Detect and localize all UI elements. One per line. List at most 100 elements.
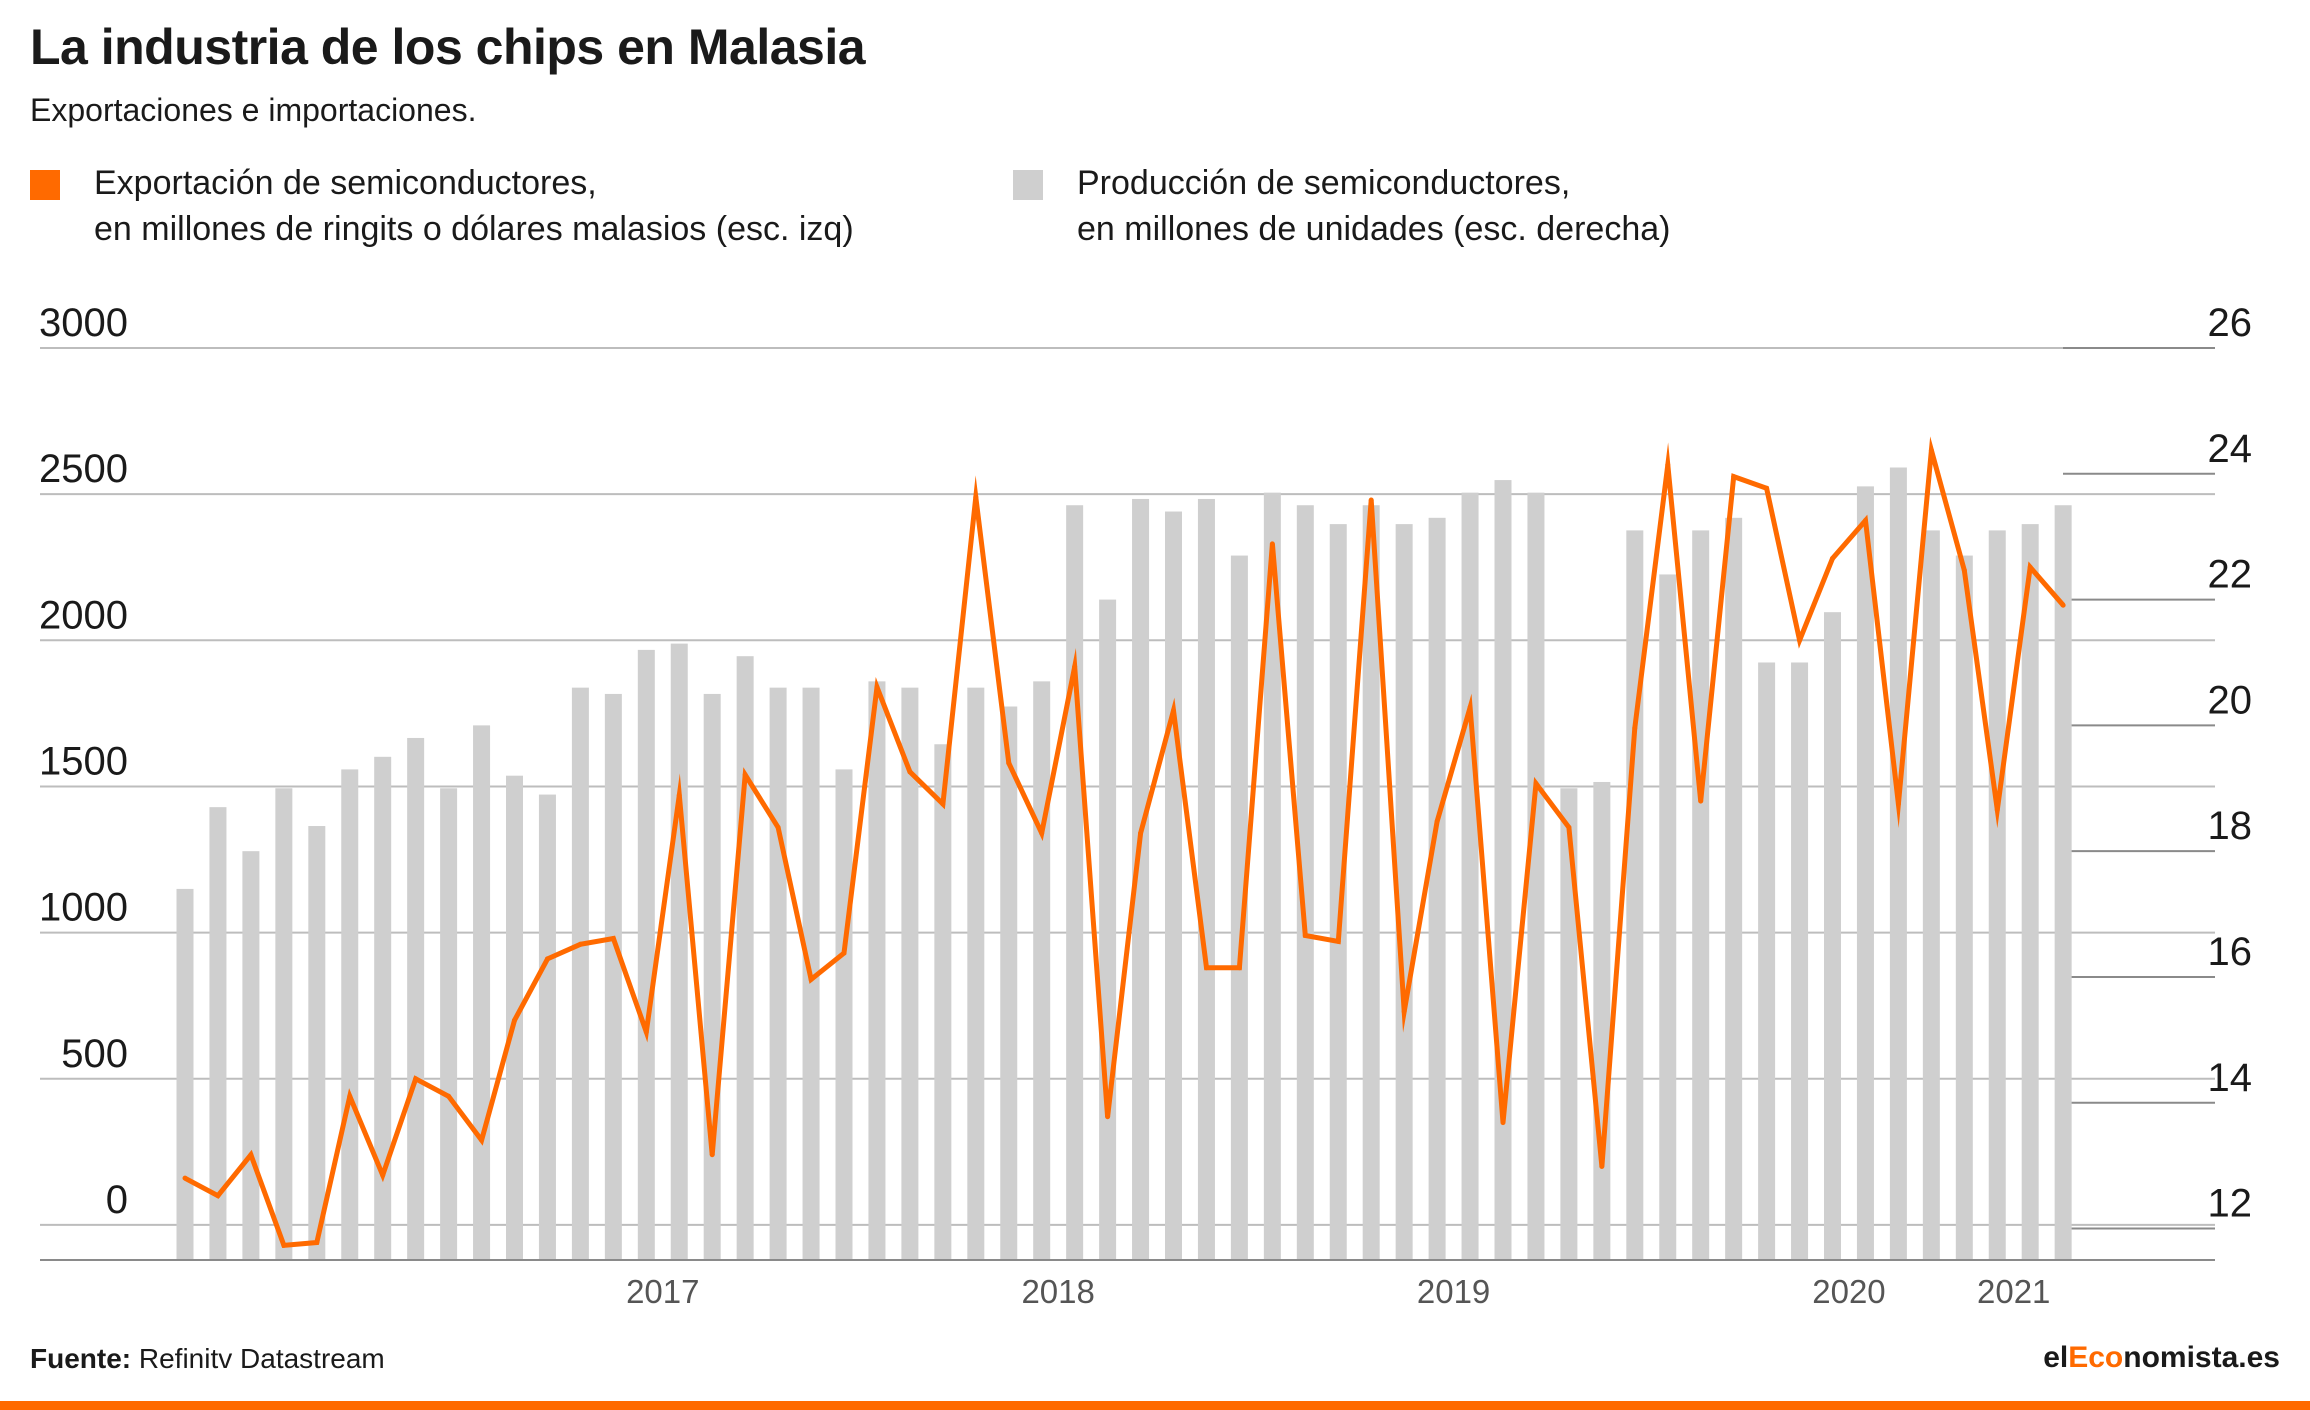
point-exports — [776, 825, 781, 830]
bar-production — [275, 788, 292, 1260]
bar-production — [1824, 612, 1841, 1260]
bar-production — [374, 757, 391, 1260]
right-tick-label: 14 — [2208, 1056, 2253, 1100]
point-exports — [743, 772, 748, 777]
point-exports — [907, 769, 912, 774]
bar-production — [407, 738, 424, 1260]
right-tick-label: 24 — [2208, 427, 2253, 471]
bar-production — [1956, 556, 1973, 1260]
bar-production — [1429, 518, 1446, 1260]
bar-production — [1758, 662, 1775, 1260]
point-exports — [611, 936, 616, 941]
bar-production — [1890, 468, 1907, 1260]
point-exports — [2061, 603, 2066, 608]
point-exports — [1962, 568, 1967, 573]
bar-production — [1659, 574, 1676, 1260]
point-exports — [1336, 939, 1341, 944]
bar-production — [671, 644, 688, 1260]
point-exports — [874, 685, 879, 690]
right-tick-label: 18 — [2208, 804, 2253, 848]
point-exports — [1270, 541, 1275, 546]
bar-production — [1527, 493, 1544, 1260]
bar-production — [1692, 530, 1709, 1260]
bar-production — [473, 725, 490, 1260]
bar-production — [934, 744, 951, 1260]
point-exports — [1566, 825, 1571, 830]
left-tick-label: 2500 — [39, 447, 128, 491]
point-exports — [1237, 965, 1242, 970]
bar-production — [1495, 480, 1512, 1260]
point-exports — [1797, 638, 1802, 643]
left-tick-label: 500 — [61, 1032, 128, 1076]
point-exports — [347, 1094, 352, 1099]
right-tick-label: 20 — [2208, 678, 2253, 722]
point-exports — [940, 802, 945, 807]
right-tick-label: 12 — [2208, 1182, 2253, 1226]
point-exports — [1929, 448, 1934, 453]
right-tick-label: 16 — [2208, 930, 2253, 974]
bar-production — [242, 851, 259, 1260]
bar-production — [572, 688, 589, 1260]
bar-production — [440, 788, 457, 1260]
left-tick-label: 2000 — [39, 593, 128, 637]
bar-production — [836, 769, 853, 1260]
bar-production — [1560, 788, 1577, 1260]
point-exports — [1435, 819, 1440, 824]
point-exports — [314, 1240, 319, 1245]
point-exports — [1039, 831, 1044, 836]
bar-production — [704, 694, 721, 1260]
right-tick-label: 26 — [2208, 301, 2253, 345]
bar-production — [2022, 524, 2039, 1260]
bar-production — [1923, 530, 1940, 1260]
point-exports — [677, 793, 682, 798]
bar-production — [539, 795, 556, 1260]
point-exports — [1632, 726, 1637, 731]
bar-production — [638, 650, 655, 1260]
source-note: Fuente: Refinitv Datastream — [30, 1343, 385, 1375]
point-exports — [512, 1018, 517, 1023]
left-tick-label: 3000 — [39, 301, 128, 345]
point-exports — [479, 1138, 484, 1143]
point-exports — [1303, 933, 1308, 938]
bar-production — [1198, 499, 1215, 1260]
point-exports — [1006, 761, 1011, 766]
bar-production — [868, 681, 885, 1260]
bar-production — [770, 688, 787, 1260]
point-exports — [1698, 799, 1703, 804]
point-exports — [1369, 498, 1374, 503]
bar-production — [1165, 512, 1182, 1260]
point-exports — [1665, 462, 1670, 467]
point-exports — [1105, 1114, 1110, 1119]
point-exports — [1171, 708, 1176, 713]
point-exports — [1138, 831, 1143, 836]
point-exports — [1863, 518, 1868, 523]
left-tick-label: 1500 — [39, 739, 128, 783]
point-exports — [973, 495, 978, 500]
brand-logo: elEconomista.es — [2043, 1341, 2280, 1375]
bar-production — [1593, 782, 1610, 1260]
bar-production — [308, 826, 325, 1260]
line-exports — [185, 450, 2063, 1245]
bar-production — [1791, 662, 1808, 1260]
point-exports — [1830, 556, 1835, 561]
point-exports — [710, 1152, 715, 1157]
point-exports — [842, 951, 847, 956]
point-exports — [248, 1152, 253, 1157]
point-exports — [545, 956, 550, 961]
bar-production — [1857, 486, 1874, 1260]
point-exports — [1072, 664, 1077, 669]
x-tick-label: 2020 — [1812, 1273, 1885, 1310]
bar-production — [1989, 530, 2006, 1260]
bar-production — [1033, 681, 1050, 1260]
bottom-accent-bar — [0, 1401, 2310, 1410]
x-tick-label: 2021 — [1977, 1273, 2050, 1310]
bar-production — [605, 694, 622, 1260]
bar-production — [967, 688, 984, 1260]
point-exports — [1995, 807, 2000, 812]
point-exports — [1468, 705, 1473, 710]
point-exports — [644, 1030, 649, 1035]
bar-production — [2055, 505, 2072, 1260]
point-exports — [183, 1176, 188, 1181]
point-exports — [446, 1094, 451, 1099]
bar-production — [1462, 493, 1479, 1260]
